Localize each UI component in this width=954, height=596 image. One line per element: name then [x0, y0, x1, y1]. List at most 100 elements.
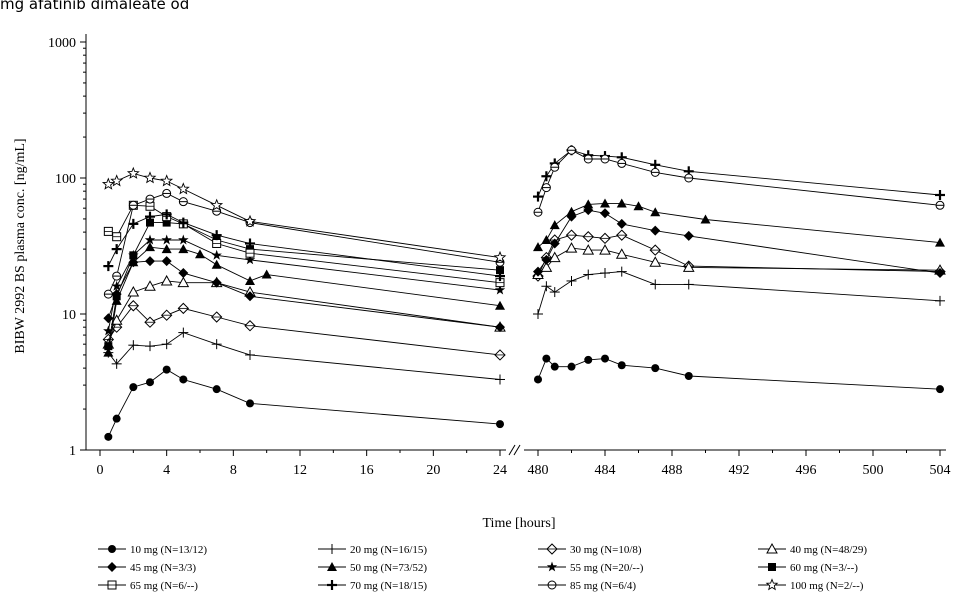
data-point	[128, 200, 138, 210]
data-point	[651, 364, 660, 373]
x-tick-label: 504	[930, 463, 951, 478]
data-point	[111, 295, 122, 305]
data-point	[550, 362, 559, 371]
data-point	[178, 327, 189, 338]
data-point	[533, 207, 543, 217]
data-point	[160, 274, 173, 286]
data-point	[495, 300, 505, 310]
data-point	[129, 383, 138, 392]
data-point	[211, 249, 222, 260]
data-point	[541, 235, 552, 245]
legend-marker	[765, 578, 779, 591]
data-point	[179, 375, 188, 384]
data-point	[145, 341, 155, 352]
series-100-mg	[101, 166, 507, 263]
y-axis-label: BIBW 2992 BS plasma conc. [ng/mL]	[13, 138, 28, 353]
data-point	[211, 339, 222, 350]
data-point	[210, 198, 224, 211]
y-tick-label: 1000	[48, 36, 76, 51]
series-50-mg	[103, 198, 945, 357]
data-point	[496, 420, 504, 429]
data-point	[145, 242, 155, 252]
data-point	[650, 207, 661, 217]
legend-marker	[108, 545, 116, 553]
legend-marker	[107, 580, 117, 590]
data-point	[212, 385, 221, 394]
data-point	[104, 342, 113, 351]
data-point	[112, 292, 121, 301]
data-point	[162, 365, 171, 374]
legend-marker	[546, 561, 558, 572]
data-point	[567, 145, 576, 155]
data-point	[112, 414, 121, 423]
data-point	[211, 230, 222, 241]
data-point	[542, 354, 551, 363]
data-point	[103, 226, 113, 236]
legend-marker	[327, 562, 337, 571]
legend-marker	[766, 542, 778, 554]
data-point	[177, 276, 190, 288]
data-point	[146, 378, 154, 387]
data-point	[582, 231, 594, 243]
data-point	[935, 237, 945, 247]
data-point	[245, 275, 255, 285]
legend-label: 10 mg (N=13/12)	[130, 544, 207, 556]
legend-marker	[107, 562, 117, 572]
legend-item: 20 mg (N=16/15)	[318, 544, 427, 556]
data-point	[211, 259, 222, 269]
data-point	[129, 251, 138, 260]
data-point	[110, 174, 124, 187]
data-point	[144, 234, 156, 245]
data-point	[615, 248, 628, 259]
data-point	[160, 174, 174, 187]
legend-label: 60 mg (N=3/--)	[790, 562, 858, 574]
data-point	[683, 230, 694, 241]
data-point	[549, 287, 560, 298]
data-point	[493, 250, 507, 263]
data-point	[616, 266, 627, 277]
legend-item: 85 mg (N=6/4)	[538, 580, 636, 592]
data-point	[495, 374, 505, 385]
data-point	[600, 208, 610, 219]
data-point	[617, 361, 626, 370]
data-point	[566, 206, 577, 216]
legend-item: 70 mg (N=18/15)	[318, 580, 427, 592]
x-axis-label: Time [hours]	[483, 516, 556, 531]
data-point	[684, 372, 693, 381]
data-point	[245, 291, 255, 302]
series-85-mg	[103, 145, 945, 299]
data-point	[195, 249, 205, 259]
y-tick-label: 1	[69, 444, 76, 459]
data-point	[533, 266, 543, 277]
legend-label: 100 mg (N=2/--)	[790, 580, 864, 592]
data-point	[178, 217, 189, 228]
data-point	[616, 198, 627, 208]
data-point	[245, 248, 255, 258]
series-line-day1	[107, 369, 501, 437]
legend-item: 10 mg (N=13/12)	[98, 544, 207, 556]
data-point	[583, 199, 594, 209]
data-point	[936, 385, 944, 394]
legend-item: 40 mg (N=48/29)	[758, 542, 867, 556]
series-10-mg	[104, 354, 944, 441]
legend-label: 40 mg (N=48/29)	[790, 544, 867, 556]
legend-label: 65 mg (N=6/--)	[130, 580, 198, 592]
data-point	[104, 432, 113, 441]
data-point	[162, 188, 172, 198]
data-point	[112, 232, 122, 242]
data-point	[246, 399, 254, 408]
data-point	[178, 197, 188, 207]
data-point	[700, 214, 711, 224]
data-point	[683, 279, 694, 290]
data-point	[599, 232, 611, 245]
legend-item: 30 mg (N=10/8)	[538, 543, 642, 556]
data-point	[682, 261, 695, 272]
x-tick-label: 0	[97, 463, 104, 478]
data-point	[101, 177, 115, 190]
data-point	[178, 234, 189, 245]
data-point	[103, 347, 114, 357]
data-point	[162, 218, 171, 227]
series-line-ss	[537, 234, 941, 277]
data-point	[935, 189, 945, 200]
data-point	[145, 194, 155, 204]
